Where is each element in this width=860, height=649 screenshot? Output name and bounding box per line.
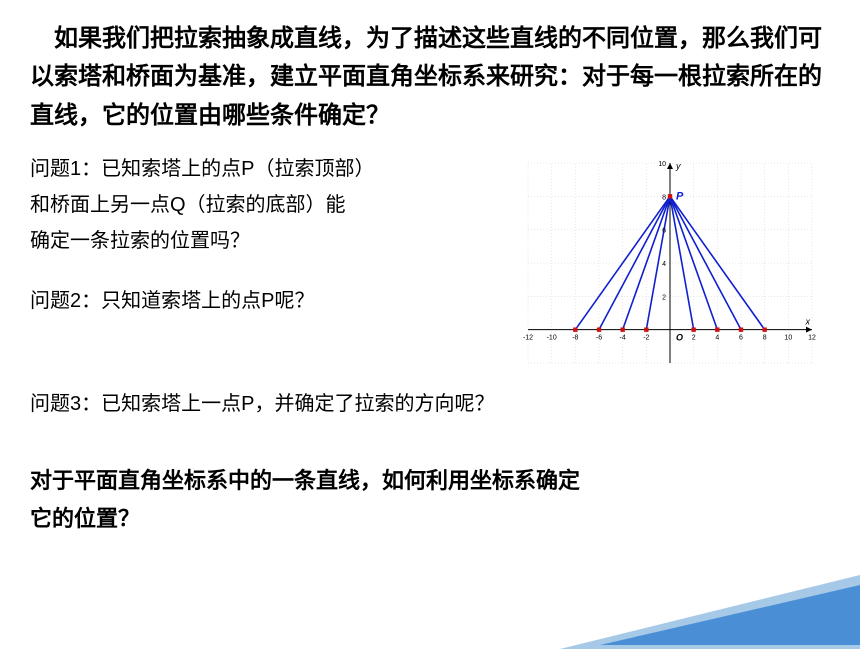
svg-text:-8: -8 xyxy=(572,335,578,342)
body-row: 问题1：已知索塔上的点P（拉索顶部） 和桥面上另一点Q（拉索的底部）能 确定一条… xyxy=(30,151,830,386)
svg-text:8: 8 xyxy=(662,195,666,202)
question-3: 问题3：已知索塔上一点P，并确定了拉索的方向呢？ xyxy=(30,386,830,422)
svg-text:10: 10 xyxy=(658,161,666,168)
question-1: 问题1：已知索塔上的点P（拉索顶部） 和桥面上另一点Q（拉索的底部）能 确定一条… xyxy=(30,151,500,259)
svg-text:4: 4 xyxy=(662,261,666,268)
q1-line3: 确定一条拉索的位置吗？ xyxy=(30,230,250,252)
q1-line2: 和桥面上另一点Q（拉索的底部）能 xyxy=(30,194,346,216)
svg-text:P: P xyxy=(676,191,684,203)
svg-text:2: 2 xyxy=(662,295,666,302)
svg-text:8: 8 xyxy=(763,335,767,342)
svg-text:y: y xyxy=(675,161,681,171)
svg-text:-2: -2 xyxy=(643,335,649,342)
questions-column: 问题1：已知索塔上的点P（拉索顶部） 和桥面上另一点Q（拉索的底部）能 确定一条… xyxy=(30,151,500,359)
svg-text:12: 12 xyxy=(808,335,816,342)
svg-text:-12: -12 xyxy=(523,335,533,342)
svg-text:O: O xyxy=(676,333,683,343)
svg-text:-6: -6 xyxy=(596,335,602,342)
slide-content: 如果我们把拉索抽象成直线，为了描述这些直线的不同位置，那么我们可以索塔和桥面为基… xyxy=(0,0,860,537)
svg-text:2: 2 xyxy=(692,335,696,342)
svg-text:6: 6 xyxy=(662,228,666,235)
svg-text:6: 6 xyxy=(739,335,743,342)
corner-decoration xyxy=(600,585,860,645)
svg-text:10: 10 xyxy=(784,335,792,342)
chart-svg: -12 -10 -8 -6 -4 -2 2 4 6 8 10 12 2 4 6 8 10 P Ox y xyxy=(510,151,830,381)
svg-text:x: x xyxy=(805,317,811,327)
svg-text:-10: -10 xyxy=(547,335,557,342)
question-2: 问题2：只知道索塔上的点P呢？ xyxy=(30,283,500,319)
conclusion-line1: 对于平面直角坐标系中的一条直线，如何利用坐标系确定 xyxy=(30,468,580,493)
svg-text:-4: -4 xyxy=(620,335,626,342)
intro-text: 如果我们把拉索抽象成直线，为了描述这些直线的不同位置，那么我们可以索塔和桥面为基… xyxy=(30,20,830,135)
conclusion-line2: 它的位置？ xyxy=(30,506,140,531)
svg-text:4: 4 xyxy=(715,335,719,342)
coordinate-chart: -12 -10 -8 -6 -4 -2 2 4 6 8 10 12 2 4 6 8 10 P Ox y xyxy=(510,151,830,386)
conclusion-text: 对于平面直角坐标系中的一条直线，如何利用坐标系确定 它的位置？ xyxy=(30,462,830,537)
q1-line1: 问题1：已知索塔上的点P（拉索顶部） xyxy=(30,158,374,180)
